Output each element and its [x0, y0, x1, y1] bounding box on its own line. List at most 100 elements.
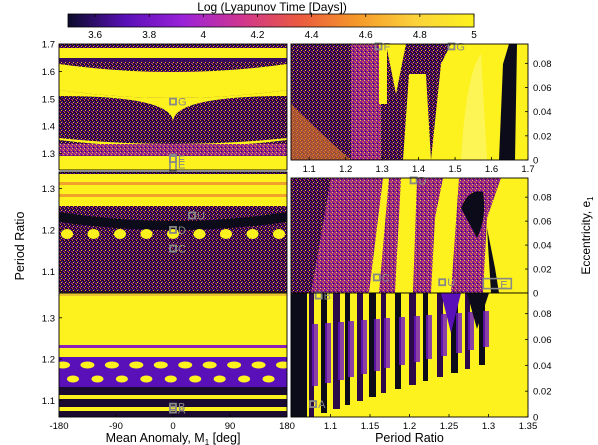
chaotic-stripe [369, 293, 376, 397]
x-axis-label: Period Ratio [375, 431, 444, 445]
x-tick-label: 1.35 [519, 421, 538, 432]
marker-box [169, 244, 177, 253]
colorbar-tick-label: 4 [201, 30, 207, 41]
x-tick-label: 1.4 [412, 164, 425, 175]
chaotic-region [59, 144, 287, 156]
chaotic-region [291, 293, 307, 417]
marker-box [409, 176, 418, 185]
x-tick-label: 1.1 [303, 164, 316, 175]
marker-label: E [178, 160, 185, 172]
stable-island [140, 375, 153, 383]
heatmap [59, 172, 287, 292]
marker-label: C [178, 244, 186, 256]
marker-label: U [447, 277, 455, 289]
stable-band [386, 44, 406, 94]
y-tick-label: 1.7 [42, 40, 55, 51]
x-tick-label: 180 [279, 421, 295, 432]
x-tick-label: 1.3 [482, 421, 495, 432]
y-tick-label: 1.2 [42, 355, 55, 366]
x-tick-label: 1.3 [376, 164, 389, 175]
stable-island [87, 229, 100, 239]
marker-box [169, 405, 177, 414]
chaotic-region [461, 191, 485, 238]
stable-island [67, 375, 79, 383]
resonance-line [59, 194, 287, 197]
marker-label: B [324, 291, 331, 303]
x-tick-label: 1.6 [485, 164, 498, 175]
chaotic-region [291, 178, 331, 293]
stable-island [193, 229, 206, 239]
marker-box [169, 97, 177, 106]
y-tick-label: 0.06 [533, 83, 552, 94]
marker-box [309, 400, 318, 408]
heatmap [59, 44, 287, 170]
resonance-line [59, 58, 287, 62]
stable-band [59, 156, 287, 170]
chaotic-stripe [309, 293, 314, 417]
y-tick-label: 0.04 [533, 241, 552, 252]
stable-island [227, 361, 242, 369]
y-tick-label: 0 [533, 413, 538, 424]
chaotic-stripe [423, 293, 428, 381]
colorbar-title: Log (Lyapunov Time [Days]) [197, 0, 347, 14]
x-tick-label: 0 [170, 421, 175, 432]
chaotic-stripe [409, 293, 416, 385]
stable-island [80, 361, 95, 369]
chaotic-stripe [384, 318, 390, 368]
marker-label: F [384, 41, 391, 53]
chaotic-stripe [357, 293, 363, 401]
y-tick-label: 0.08 [533, 309, 552, 320]
marker-box [169, 226, 177, 234]
y-tick-label: 0.08 [533, 193, 552, 204]
stable-island [262, 375, 275, 383]
colorbar-tick-label: 3.6 [88, 30, 102, 41]
chaotic-stripe [325, 323, 331, 383]
stable-region [461, 54, 487, 160]
stable-island [153, 361, 168, 369]
stable-band [59, 174, 287, 206]
y-tick-label: 1.3 [42, 149, 55, 160]
x-tick-label: 1.2 [339, 164, 352, 175]
chaotic-stripe [483, 311, 489, 347]
colorbar-tick-label: 4.4 [305, 30, 319, 41]
marker-label: A [178, 405, 186, 417]
x-tick-label: 1.5 [448, 164, 461, 175]
stable-band [369, 178, 389, 293]
panel-frame [58, 171, 288, 293]
heatmap [291, 293, 528, 417]
stable-island [251, 361, 266, 369]
chaotic-stripe [465, 293, 470, 369]
y-tick-label: 1.4 [42, 122, 55, 133]
x-tick-label: -90 [109, 421, 123, 432]
stable-island [59, 361, 70, 369]
right-y-axis-label: Eccentricity, e1 [579, 196, 595, 275]
y-tick-label: 1.5 [42, 94, 55, 105]
x-tick-label: 1.1 [324, 421, 337, 432]
y-tick-label: 0.04 [533, 361, 552, 372]
chaotic-region [467, 293, 489, 329]
y-tick-label: 0.02 [533, 387, 552, 398]
marker-box [447, 42, 456, 51]
marker-box [374, 42, 383, 51]
marker-label: G [456, 41, 465, 53]
stable-region [403, 74, 431, 160]
y-tick-label: 0.06 [533, 217, 552, 228]
colorbar: Log (Lyapunov Time [Days]) 3.6 3.8 4 4.2 4.4… [67, 0, 477, 41]
stable-island [238, 375, 251, 383]
x-tick-label: 1.15 [361, 421, 380, 432]
marker-label: B [178, 402, 185, 414]
x-tick-label: 1.25 [440, 421, 459, 432]
resonance-line [59, 345, 287, 348]
chaotic-region [441, 293, 461, 333]
marker-label: C [382, 272, 390, 284]
chaotic-region [351, 44, 381, 160]
heatmap [291, 178, 528, 293]
chaotic-stripe [333, 293, 340, 409]
left-y-axis-label: Period Ratio [13, 212, 27, 281]
stable-island [115, 375, 128, 383]
chaotic-region [59, 96, 287, 144]
chaotic-stripe [338, 322, 344, 380]
x-tick-label: 1.7 [521, 164, 534, 175]
panel-bottom-right: B A 0 0.02 0.04 0.06 0.08 1.1 1.15 1.2 1.25 1.3 1.35… [290, 291, 552, 445]
x-tick-label: 1.2 [403, 421, 416, 432]
